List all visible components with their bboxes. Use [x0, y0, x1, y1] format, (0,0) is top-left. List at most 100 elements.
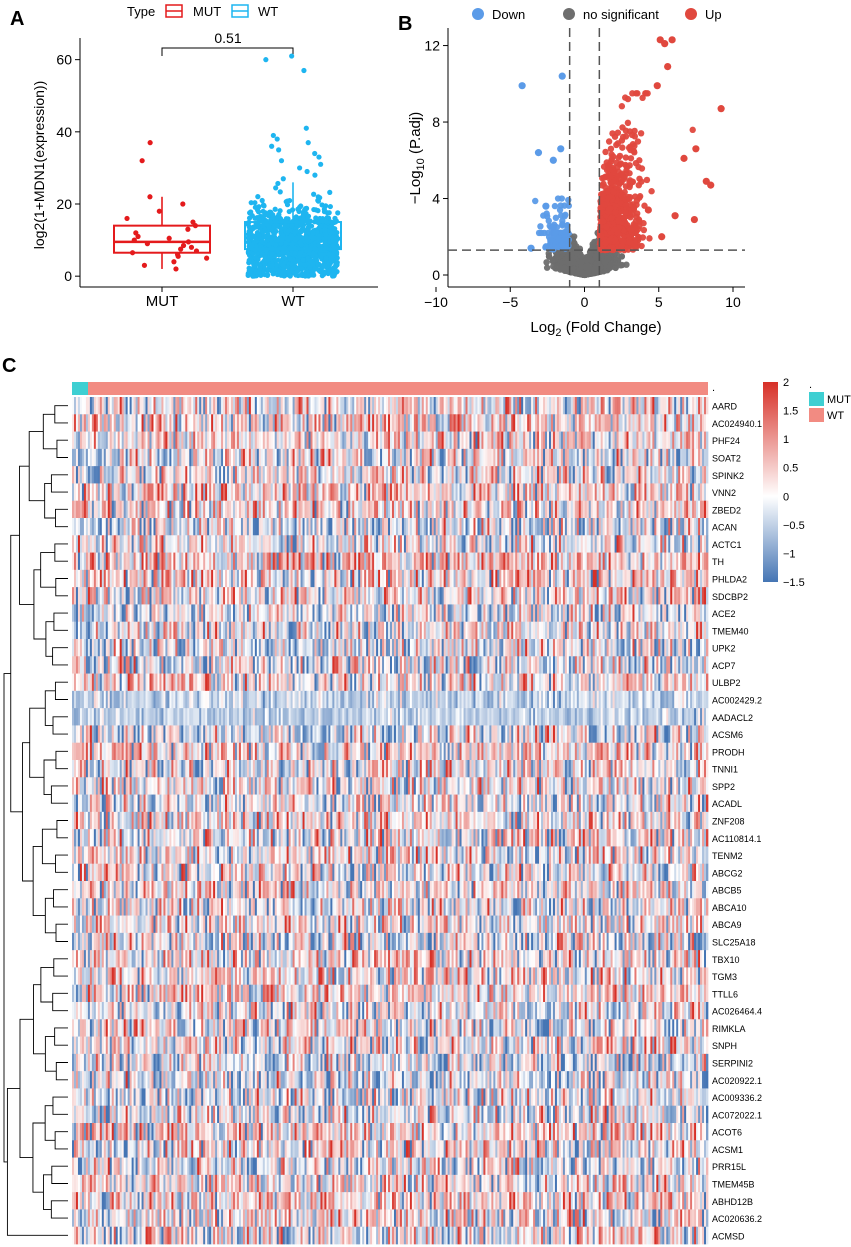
data-point	[190, 219, 196, 225]
volcano-point	[619, 237, 626, 245]
heatmap-cell	[77, 414, 81, 432]
legend-key-wt: WT	[231, 4, 278, 19]
box-mut	[113, 140, 211, 272]
volcano-point	[592, 253, 600, 260]
heatmap-cell	[240, 397, 244, 415]
heatmap-cell	[411, 397, 415, 415]
heatmap-cell	[157, 397, 160, 415]
heatmap-cell	[215, 397, 218, 415]
data-point	[266, 242, 272, 248]
outlier-point	[305, 140, 311, 146]
heatmap-cell	[205, 397, 208, 415]
heatmap-cell	[586, 397, 590, 415]
volcano-point	[618, 103, 626, 110]
heatmap-cell	[268, 414, 272, 432]
heatmap-cell	[682, 397, 685, 415]
volcano-point-up	[690, 215, 698, 224]
heatmap-cell	[167, 414, 170, 432]
heatmap-cell	[308, 397, 311, 415]
heatmap-cell	[692, 397, 695, 415]
heatmap-cell	[550, 397, 554, 415]
heatmap-cell	[368, 397, 371, 415]
heatmap-cell	[248, 397, 252, 415]
heatmap-cell	[75, 414, 79, 432]
y-tick-label-b: 12	[424, 38, 440, 54]
heatmap-cell	[119, 397, 123, 415]
volcano-point	[614, 129, 622, 136]
heatmap-cell	[698, 397, 701, 415]
data-point	[260, 214, 266, 220]
heatmap-cell	[141, 397, 144, 415]
heatmap-cell	[101, 414, 105, 432]
heatmap-cell	[574, 397, 578, 415]
data-point	[298, 242, 305, 248]
legend-dot-down	[472, 8, 484, 20]
volcano-point-up	[671, 212, 679, 220]
data-point	[307, 258, 313, 264]
heatmap-cell	[205, 414, 208, 432]
data-point	[323, 255, 329, 261]
heatmap-cell	[340, 397, 343, 415]
outlier-point	[318, 161, 324, 167]
volcano-point	[532, 197, 539, 205]
heatmap-cell	[612, 397, 615, 415]
heatmap-cell	[294, 397, 297, 415]
heatmap-cell	[248, 414, 252, 432]
volcano-point	[625, 144, 633, 152]
heatmap-cell	[350, 397, 353, 415]
heatmap-cell	[700, 397, 703, 415]
volcano-point	[602, 239, 609, 247]
heatmap-cell	[221, 414, 224, 432]
heatmap-cell	[165, 397, 168, 415]
heatmap-cell	[324, 397, 327, 415]
heatmap-cell	[141, 414, 144, 432]
volcano-point	[557, 202, 564, 209]
heatmap-cell	[390, 397, 393, 415]
volcano-point	[636, 157, 643, 164]
heatmap-cell	[461, 397, 464, 415]
data-point	[204, 255, 210, 261]
volcano-point	[634, 138, 642, 145]
volcano-point-up	[658, 233, 666, 241]
heatmap-cell	[638, 397, 641, 415]
heatmap-cell	[570, 397, 574, 415]
outlier-point	[297, 165, 303, 171]
data-point	[283, 216, 289, 222]
data-point	[315, 208, 321, 214]
heatmap-cell	[437, 397, 441, 415]
volcano-point	[619, 144, 626, 151]
heatmap-cell	[475, 397, 478, 415]
data-point	[319, 269, 326, 275]
heatmap-cell	[427, 397, 431, 415]
outlier-point	[269, 143, 275, 149]
heatmap-cell	[234, 397, 238, 415]
volcano-point	[643, 176, 651, 184]
heatmap-cell	[447, 397, 450, 415]
heatmap-cell	[143, 414, 146, 432]
heatmap-cell	[231, 414, 234, 432]
heatmap-cell	[286, 397, 289, 415]
y-axis-label-a: log2(1+MDN1(expression))	[31, 81, 47, 249]
heatmap-cell	[151, 397, 154, 415]
x-tick-label-b: 0	[581, 294, 589, 310]
data-point	[250, 273, 256, 279]
heatmap-cell	[153, 397, 156, 415]
heatmap-cell	[509, 397, 512, 415]
volcano-point	[607, 179, 614, 186]
heatmap-cell	[407, 397, 411, 415]
data-point	[269, 251, 275, 257]
heatmap-cell	[87, 414, 91, 432]
heatmap-cell	[135, 414, 138, 432]
volcano-point	[614, 260, 621, 267]
heatmap-cell	[457, 397, 460, 415]
data-point	[269, 263, 275, 269]
heatmap-cell	[288, 397, 291, 415]
heatmap-cell	[423, 397, 427, 415]
heatmap-cell	[547, 397, 550, 415]
heatmap-cell	[485, 397, 488, 415]
heatmap-cell	[453, 397, 456, 415]
y-tick-label-a: 40	[56, 124, 72, 140]
data-point	[305, 273, 312, 279]
volcano-point	[618, 253, 626, 260]
data-point	[262, 254, 268, 260]
